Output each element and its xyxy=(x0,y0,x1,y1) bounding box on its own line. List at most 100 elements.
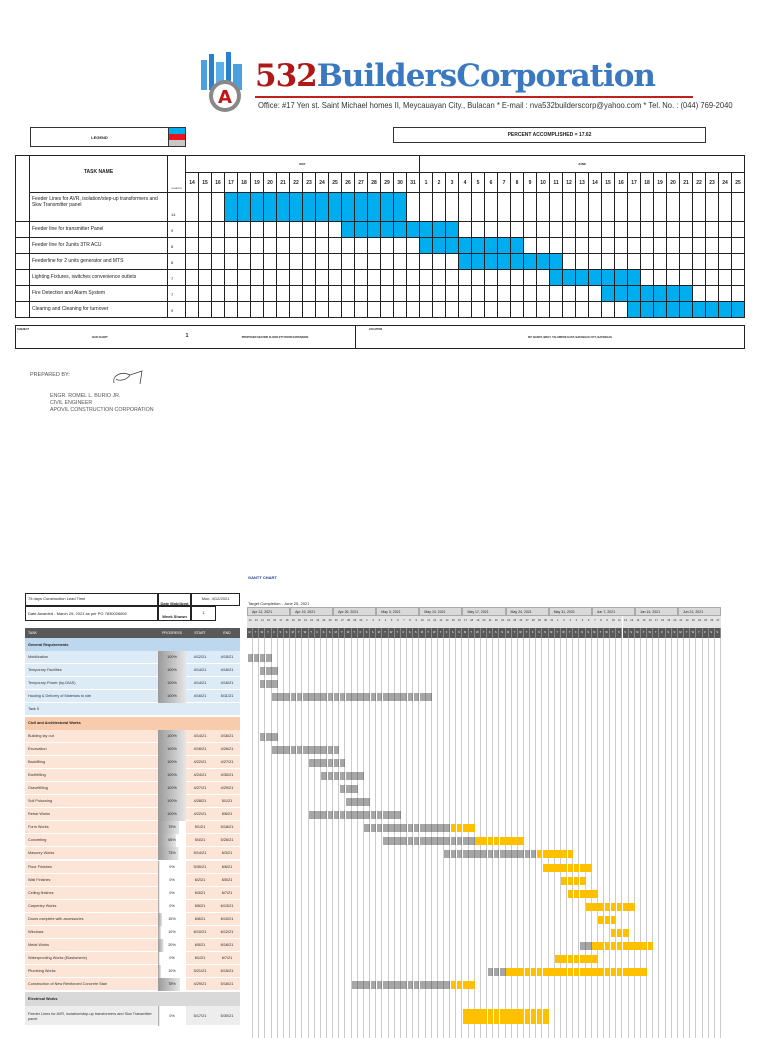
day-cell xyxy=(407,193,420,222)
gantt-bar-remaining xyxy=(555,955,561,964)
day-grid-column xyxy=(278,638,284,1038)
weekday-letter: F xyxy=(443,628,451,638)
day-number: 17 xyxy=(653,616,660,628)
gantt-task-row[interactable]: Temporary Power (by-DIAS) 100% 4/14/21 4/16… xyxy=(25,677,240,691)
gantt-task-row[interactable]: Mobilization 100% 4/12/21 4/15/21 xyxy=(25,651,240,665)
weekday-letter: T xyxy=(394,628,401,638)
day-number: 5 xyxy=(388,616,395,628)
day-grid-column xyxy=(586,638,592,1038)
week-header: May 24, 2021 xyxy=(505,607,549,616)
gantt-bar-done xyxy=(401,693,408,702)
month-header: JUNE xyxy=(420,155,745,173)
day-cell xyxy=(264,254,277,270)
start-date: 6/1/21 xyxy=(194,956,206,961)
gantt-bar-done xyxy=(426,837,432,846)
gantt-bar-remaining xyxy=(616,902,623,911)
gantt-task-row[interactable]: Construction of New Reinforced Concrete … xyxy=(25,978,240,992)
day-cell xyxy=(199,270,212,286)
gantt-task-row[interactable]: Rebar Works 100% 4/22/21 5/6/21 xyxy=(25,808,240,822)
gantt-task-row[interactable]: Doors complete with accessories 15% 6/8/21… xyxy=(25,912,240,926)
project-name: PROPOSED SECOND FLOOR ETT ROOM EXPANSION xyxy=(241,336,309,339)
gantt-bar-remaining xyxy=(579,968,586,977)
subject: BAR CHART xyxy=(92,336,108,339)
gantt-bar-remaining xyxy=(610,929,617,938)
gantt-bar-done xyxy=(376,981,383,990)
end-date: 6/5/21 xyxy=(221,877,233,882)
gantt-bar-done xyxy=(265,654,272,663)
day-cell xyxy=(225,286,238,302)
gantt-bar-done xyxy=(352,784,358,793)
gantt-task-row[interactable]: Earthfilling 100% 4/24/21 4/30/21 xyxy=(25,768,240,782)
gantt-bar-remaining xyxy=(450,981,457,990)
day-header: 2 xyxy=(433,173,446,193)
gantt-task-row[interactable]: Temporary Facilities 100% 4/14/21 4/16/21 xyxy=(25,664,240,678)
day-grid-column xyxy=(659,638,666,1038)
gantt-task-row[interactable]: Gravelfilling 100% 4/27/21 4/29/21 xyxy=(25,781,240,795)
gantt-task-row[interactable]: Carpentry Works 0% 6/6/21 6/13/21 xyxy=(25,899,240,913)
weekday-letter: S xyxy=(536,628,543,638)
gantt-bar-done xyxy=(315,745,321,754)
gantt-task-row[interactable]: Masonry Works 73% 5/14/21 6/3/21 xyxy=(25,847,240,861)
gantt-bar-remaining xyxy=(524,968,531,977)
gantt-task-row[interactable]: Building lay out 100% 4/14/21 4/16/21 xyxy=(25,729,240,743)
gantt-task-row[interactable]: Form Works 75% 5/1/21 5/18/21 xyxy=(25,821,240,835)
gantt-task-row[interactable]: Metal Works 20% 6/5/21 6/16/21 xyxy=(25,939,240,953)
day-number: 30 xyxy=(357,616,364,628)
task-bar-cell xyxy=(732,302,745,318)
weekday-letter: S xyxy=(542,628,549,638)
weekday-letter: M xyxy=(462,628,469,638)
progress-cell: 0% xyxy=(158,899,186,913)
weekday-letter: S xyxy=(714,628,721,638)
day-cell xyxy=(368,286,381,302)
day-header: 19 xyxy=(251,173,264,193)
day-cell xyxy=(693,286,706,302)
weekday-letter: S xyxy=(622,628,629,638)
task-name: Feeder line for transmitter Panel xyxy=(30,222,168,238)
task-bar-cell xyxy=(615,286,628,302)
task-bar-cell xyxy=(641,302,654,318)
weekday-letter: S xyxy=(493,628,500,638)
gantt-bar-done xyxy=(438,824,444,833)
day-cell xyxy=(706,193,719,222)
gantt-task-row[interactable]: Backfilling 100% 4/22/21 4/27/21 xyxy=(25,755,240,769)
start-date: 4/14/21 xyxy=(193,733,207,738)
day-header: 22 xyxy=(693,173,706,193)
gantt-bar-done xyxy=(265,680,272,689)
day-number: 14 xyxy=(259,616,266,628)
day-grid-column xyxy=(696,638,703,1038)
day-cell xyxy=(277,222,290,238)
gantt-bar-done xyxy=(339,784,346,793)
week-shown[interactable]: 1 xyxy=(191,606,216,621)
gantt-task-row[interactable]: Ceiling finishes 0% 6/3/21 6/7/21 xyxy=(25,886,240,900)
gantt-bar-remaining xyxy=(450,824,457,833)
start-date: 4/12/21 xyxy=(193,655,207,659)
task-bar-cell xyxy=(693,302,706,318)
gantt-bar-remaining xyxy=(579,889,586,898)
gantt-task-row[interactable]: Plumbing Works 10% 5/21/21 6/15/21 xyxy=(25,965,240,979)
gantt-task-row[interactable]: Concreting 65% 5/4/21 5/26/21 xyxy=(25,834,240,848)
gantt-task-row[interactable]: Task 5 xyxy=(25,703,240,717)
day-grid-column xyxy=(604,638,611,1038)
gantt-task-row[interactable]: Soil Poisoning 100% 4/28/21 5/1/21 xyxy=(25,795,240,809)
task-name: Rebar Works xyxy=(28,812,51,817)
task-bar-cell xyxy=(576,270,589,286)
gantt-task-row[interactable]: Floor Finishes 0% 5/30/21 6/6/21 xyxy=(25,860,240,874)
task-bar-cell xyxy=(407,222,420,238)
day-number: 31 xyxy=(548,616,555,628)
gantt-task-row[interactable]: Hauling & Delivery of Materials to site 1… xyxy=(25,690,240,704)
gantt-task-row[interactable]: Excavation 100% 4/16/21 4/26/21 xyxy=(25,742,240,756)
date-mobilized[interactable]: Mon, 4/12/2021 xyxy=(191,593,240,606)
gantt-task-row[interactable]: Windows 10% 6/10/21 6/12/21 xyxy=(25,926,240,940)
day-grid-column xyxy=(370,638,377,1038)
day-cell xyxy=(680,238,693,254)
gantt-bar-done xyxy=(259,667,266,676)
gantt-bar-remaining xyxy=(592,955,598,964)
gantt-task-row[interactable]: Waterproofing Works (Elastomeric) 0% 6/1/2… xyxy=(25,952,240,966)
gantt-task-row[interactable]: Wall Finishes 0% 6/2/21 6/5/21 xyxy=(25,873,240,887)
weekday-letter: F xyxy=(271,628,278,638)
gantt-bar-done xyxy=(579,942,586,951)
day-cell xyxy=(329,238,342,254)
gantt-task-row[interactable]: Feeder Lines for AVR, isolation/step-up … xyxy=(25,1005,240,1026)
progress-cell: 10% xyxy=(158,926,186,940)
weekday-letter: T xyxy=(437,628,444,638)
